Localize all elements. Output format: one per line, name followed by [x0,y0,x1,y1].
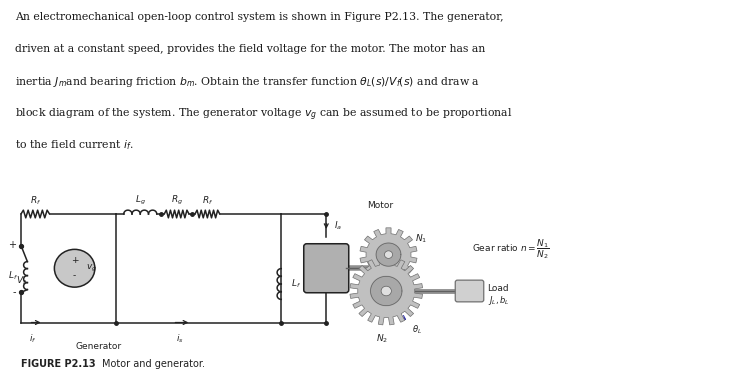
Circle shape [381,286,392,296]
Text: -: - [73,272,76,280]
FancyBboxPatch shape [304,244,349,293]
Text: Gear ratio $n = \dfrac{N_1}{N_2}$: Gear ratio $n = \dfrac{N_1}{N_2}$ [472,237,550,261]
Text: $\theta_L$: $\theta_L$ [412,323,422,336]
Text: block diagram of the system. The generator voltage $v_g$ can be assumed to be pr: block diagram of the system. The generat… [15,106,513,123]
Text: $i_f$: $i_f$ [29,332,37,345]
Polygon shape [360,228,417,281]
Polygon shape [370,276,402,306]
Text: $J_L, b_L$: $J_L, b_L$ [488,294,509,307]
Text: +: + [70,256,78,265]
Text: $L_g$: $L_g$ [135,194,146,207]
Text: to the field current $i_f$.: to the field current $i_f$. [15,138,134,152]
Text: $R_f$: $R_f$ [29,195,41,207]
Text: $L_f$: $L_f$ [291,278,301,290]
Text: $N_1$: $N_1$ [415,233,427,246]
Text: $R_f$: $R_f$ [202,195,213,207]
Text: driven at a constant speed, provides the field voltage for the motor. The motor : driven at a constant speed, provides the… [15,44,485,54]
Text: Generator: Generator [76,342,122,351]
Text: $v_g$: $v_g$ [86,263,97,274]
Text: $i_s$: $i_s$ [176,332,184,345]
Text: An electromechanical open-loop control system is shown in Figure P2.13. The gene: An electromechanical open-loop control s… [15,12,504,22]
Circle shape [54,249,94,287]
Text: $N_2$: $N_2$ [376,332,388,345]
Text: $I_a$: $I_a$ [334,220,342,232]
Text: Load: Load [488,284,509,293]
Text: $V_f$: $V_f$ [16,274,27,287]
FancyBboxPatch shape [455,280,484,302]
Polygon shape [350,257,422,325]
Circle shape [385,251,392,258]
Text: -: - [13,287,16,297]
Text: $R_g$: $R_g$ [170,194,183,207]
Polygon shape [376,243,400,266]
Text: FIGURE P2.13: FIGURE P2.13 [21,359,96,369]
Text: inertia $J_m$and bearing friction $b_m$. Obtain the transfer function $\theta_L(: inertia $J_m$and bearing friction $b_m$.… [15,75,480,89]
Text: $L_f$: $L_f$ [8,269,18,282]
Text: Motor and generator.: Motor and generator. [102,359,205,369]
Text: +: + [8,240,16,250]
Text: Motor: Motor [368,201,394,210]
